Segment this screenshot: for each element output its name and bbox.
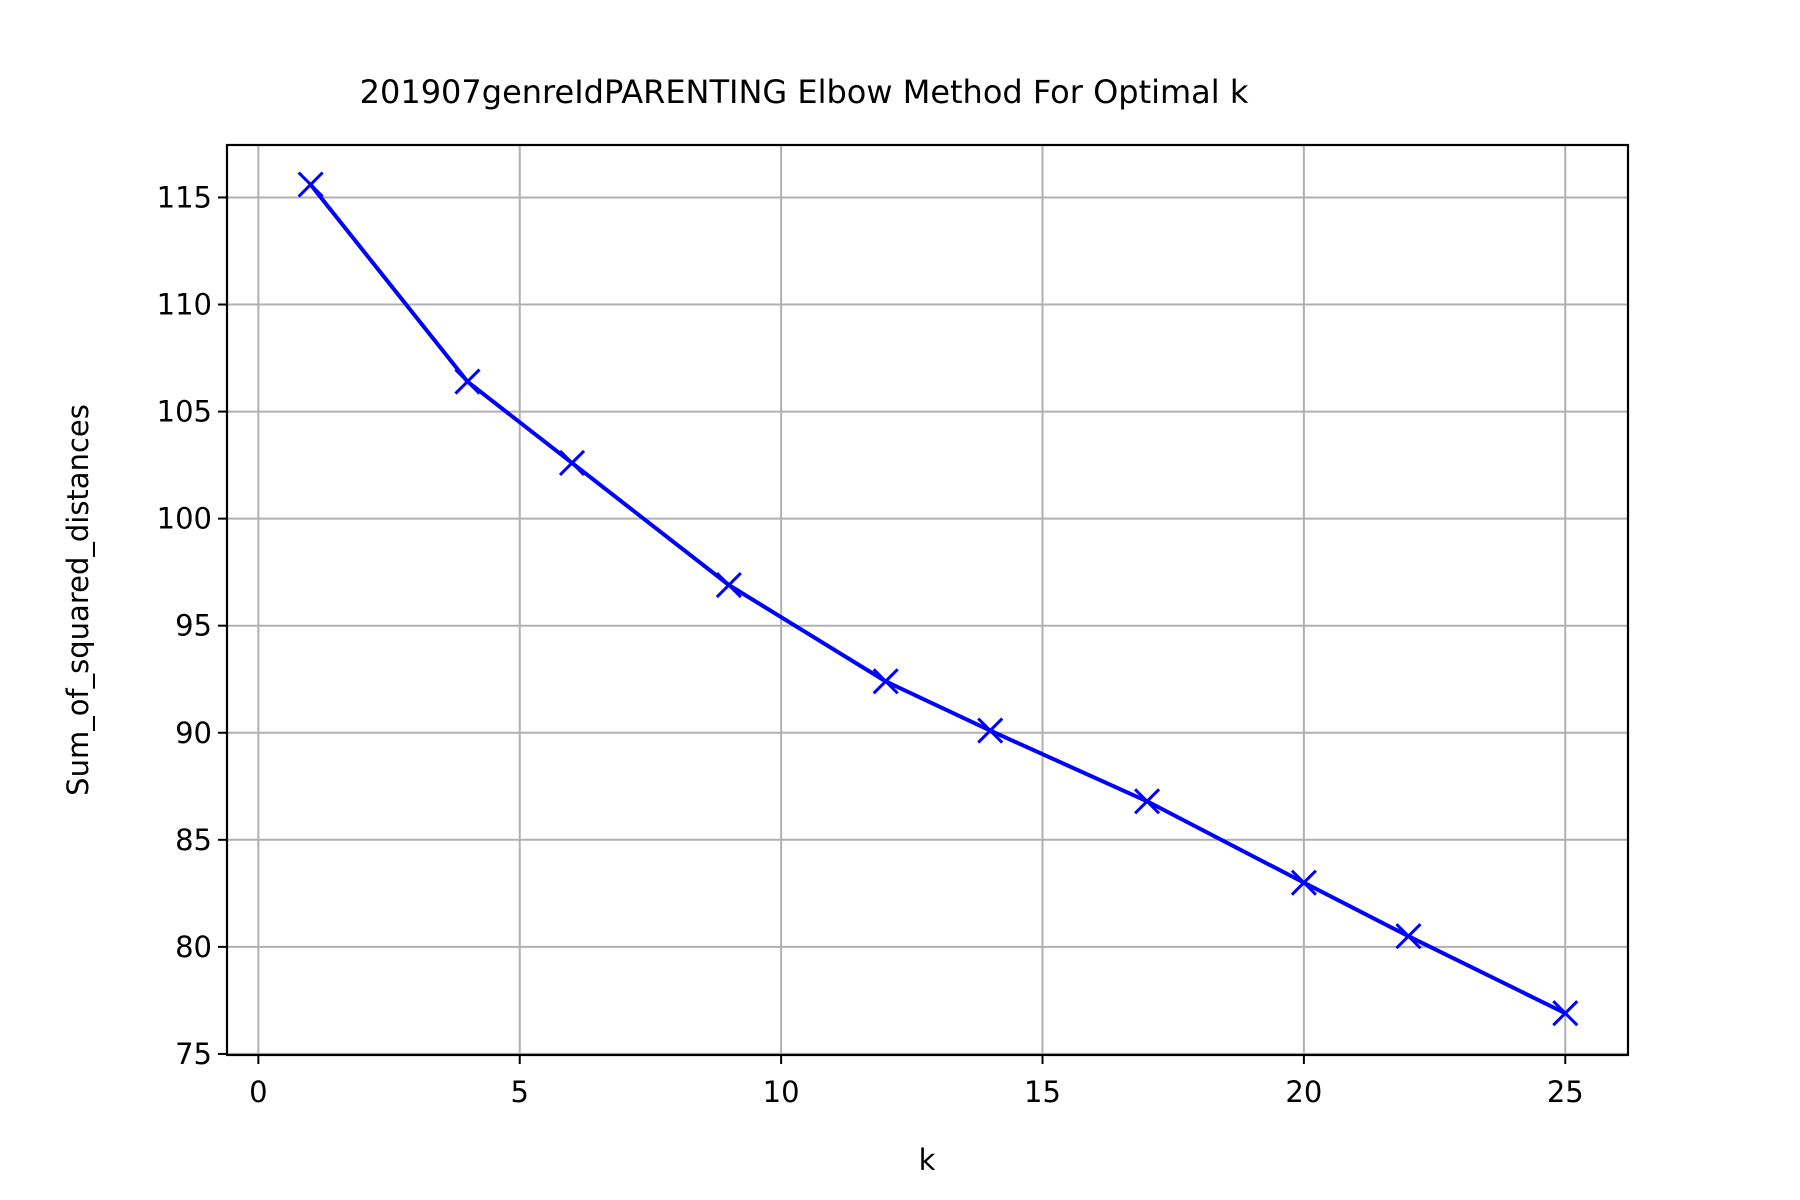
data-point-marker — [1133, 788, 1161, 815]
data-point-marker — [872, 668, 899, 695]
data-point-marker — [558, 449, 586, 477]
y-tick-label: 110 — [157, 288, 212, 322]
y-tick-label: 95 — [175, 609, 212, 643]
data-point-marker — [1552, 1000, 1579, 1027]
x-tick-label: 20 — [1285, 1075, 1322, 1109]
y-tick-label: 85 — [175, 823, 212, 857]
grid-lines — [227, 145, 1628, 1055]
x-tick-label: 25 — [1547, 1075, 1584, 1109]
chart-title: 201907genreIdPARENTING Elbow Method For … — [360, 73, 1249, 111]
data-point-marker — [977, 717, 1004, 744]
series-layer — [297, 171, 1579, 1027]
x-tick-label: 5 — [511, 1075, 529, 1109]
data-point-marker — [715, 571, 742, 599]
series-line — [309, 183, 1567, 1016]
data-point-marker — [297, 171, 324, 198]
y-tick-label: 100 — [157, 502, 212, 536]
y-tick-label: 90 — [175, 716, 212, 750]
x-axis-label: k — [919, 1143, 936, 1177]
x-tick-label: 10 — [763, 1075, 800, 1109]
data-point-marker — [1290, 869, 1317, 896]
y-tick-label: 80 — [175, 930, 212, 964]
plot-frame — [225, 143, 1630, 1057]
y-axis: 75 80 85 90 95 100 105 110 115 — [157, 180, 227, 1071]
data-point-marker — [1395, 923, 1422, 950]
y-tick-label: 105 — [157, 395, 212, 429]
y-tick-label: 115 — [157, 180, 212, 214]
x-axis: 0 5 10 15 20 25 — [249, 1055, 1584, 1109]
y-axis-label: Sum_of_squared_distances — [61, 404, 95, 796]
y-tick-label: 75 — [175, 1037, 212, 1071]
x-tick-label: 15 — [1024, 1075, 1061, 1109]
x-tick-label: 0 — [249, 1075, 267, 1109]
data-point-marker — [454, 368, 481, 395]
